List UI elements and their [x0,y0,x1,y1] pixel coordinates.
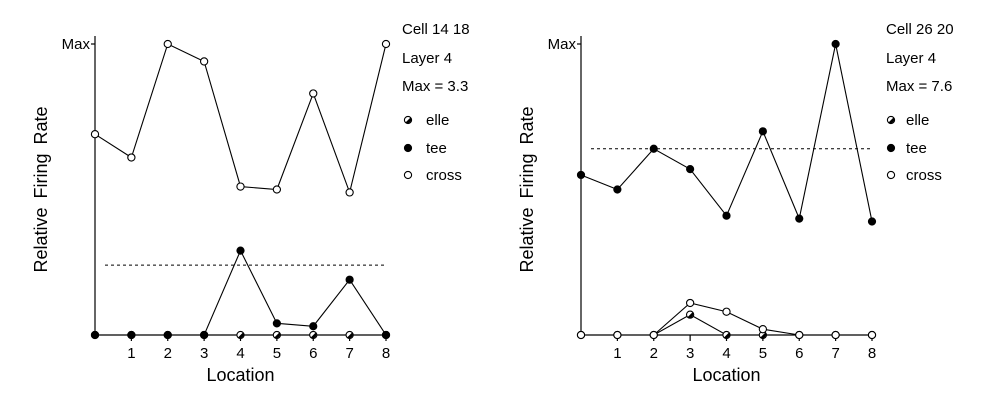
data-point-elle [722,330,731,340]
chart-panel-2: 1 2 3 4 5 6 7 8 Max Location Relative Firing Rate C… [517,21,954,385]
data-point-cross [685,298,695,308]
data-point-cross [127,153,136,162]
legend-marker-elle-fill [888,117,895,124]
legend-marker-elle [886,115,896,125]
data-point-tee [163,330,172,340]
x-tick-label: 2 [164,345,172,362]
x-tick-label: 2 [650,345,658,362]
data-point-tee [576,170,586,180]
data-point-cross [163,39,172,49]
x-tick-label: 5 [759,345,767,362]
annotation-text: Layer 4 [402,50,452,67]
legend-marker-elle-fill [405,117,412,124]
chart-panel-1: 1 2 3 4 5 6 7 8 Max Location Relative Firing Rate C… [31,21,470,385]
annotation-text: Cell 26 20 [886,21,954,38]
data-point-cross [613,330,622,340]
x-tick-label: 1 [127,345,135,362]
legend-label-tee: tee [906,140,927,157]
annotation-text: Max = 7.6 [886,78,952,95]
x-tick-label: 4 [236,345,244,362]
data-point-tee [345,275,354,284]
data-point-tee [649,144,658,153]
x-tick-label: 8 [382,345,390,362]
data-point-cross [758,325,768,334]
data-point-elle [272,330,282,340]
x-tick-label: 6 [795,345,803,362]
legend-marker-tee [886,143,896,153]
x-tick-label: 5 [273,345,281,362]
data-point-tee [722,211,731,220]
data-point-cross [236,182,245,191]
x-tick-label: 7 [831,345,839,362]
x-axis-title: Location [692,365,760,385]
data-point-cross [381,39,391,49]
data-point-tee [758,127,767,136]
legend-marker-tee [403,143,413,153]
data-point-elle [309,330,318,340]
legend-label-elle: elle [426,112,449,129]
legend-label-tee: tee [426,140,447,157]
x-tick-label: 1 [613,345,621,362]
data-point-cross [345,188,354,197]
data-point-elle [345,330,354,340]
data-point-tee [127,330,136,340]
data-point-tee [200,330,209,340]
data-point-tee [686,165,695,174]
data-point-tee [90,330,100,340]
data-point-elle [236,330,245,340]
data-point-elle-fill [723,332,730,339]
x-tick-label: 7 [345,345,353,362]
legend-marker-elle [403,115,413,125]
series-line-tee [580,43,873,222]
x-tick-label: 4 [722,345,730,362]
data-point-elle-fill [347,332,353,339]
data-point-tee [613,185,622,194]
data-point-cross [576,330,586,340]
series-line-cross [94,43,387,195]
data-point-tee [309,322,318,331]
x-axis-title: Location [206,365,274,385]
x-tick-label: 3 [200,345,208,362]
data-point-elle-fill [687,312,694,318]
data-point-tee [795,214,804,223]
data-point-tee [867,217,877,226]
legend-marker-cross [403,170,413,180]
data-point-tee [381,330,391,340]
legend-marker-cross [886,170,896,180]
data-point-elle-fill [237,332,244,339]
data-point-elle-fill [274,332,281,339]
y-max-label: Max [548,36,577,53]
legend-label-cross: cross [426,167,462,184]
data-point-cross [867,330,877,340]
y-axis-title: Relative Firing Rate [31,106,51,272]
x-tick-label: 3 [686,345,694,362]
x-tick-label: 8 [868,345,876,362]
x-tick-label: 6 [309,345,317,362]
y-axis-title: Relative Firing Rate [517,106,537,272]
data-point-tee [236,246,245,255]
data-point-tee [831,39,840,49]
data-point-cross [272,185,282,194]
y-max-label: Max [62,36,91,53]
data-point-cross [309,89,318,98]
series-line-tee [95,249,387,336]
data-point-elle-fill [760,332,767,339]
data-point-elle-fill [310,332,317,339]
annotation-text: Max = 3.3 [402,78,468,95]
data-point-cross [722,307,731,316]
legend-label-cross: cross [906,167,942,184]
data-point-elle [758,330,768,340]
data-point-cross [199,57,209,66]
data-point-tee [272,319,281,328]
data-point-cross [795,330,804,340]
data-point-cross [649,330,658,340]
annotation-text: Layer 4 [886,50,936,67]
data-point-cross [831,330,840,340]
annotation-text: Cell 14 18 [402,21,470,38]
data-point-elle [685,310,695,319]
legend-label-elle: elle [906,112,929,129]
data-point-cross [90,130,100,139]
